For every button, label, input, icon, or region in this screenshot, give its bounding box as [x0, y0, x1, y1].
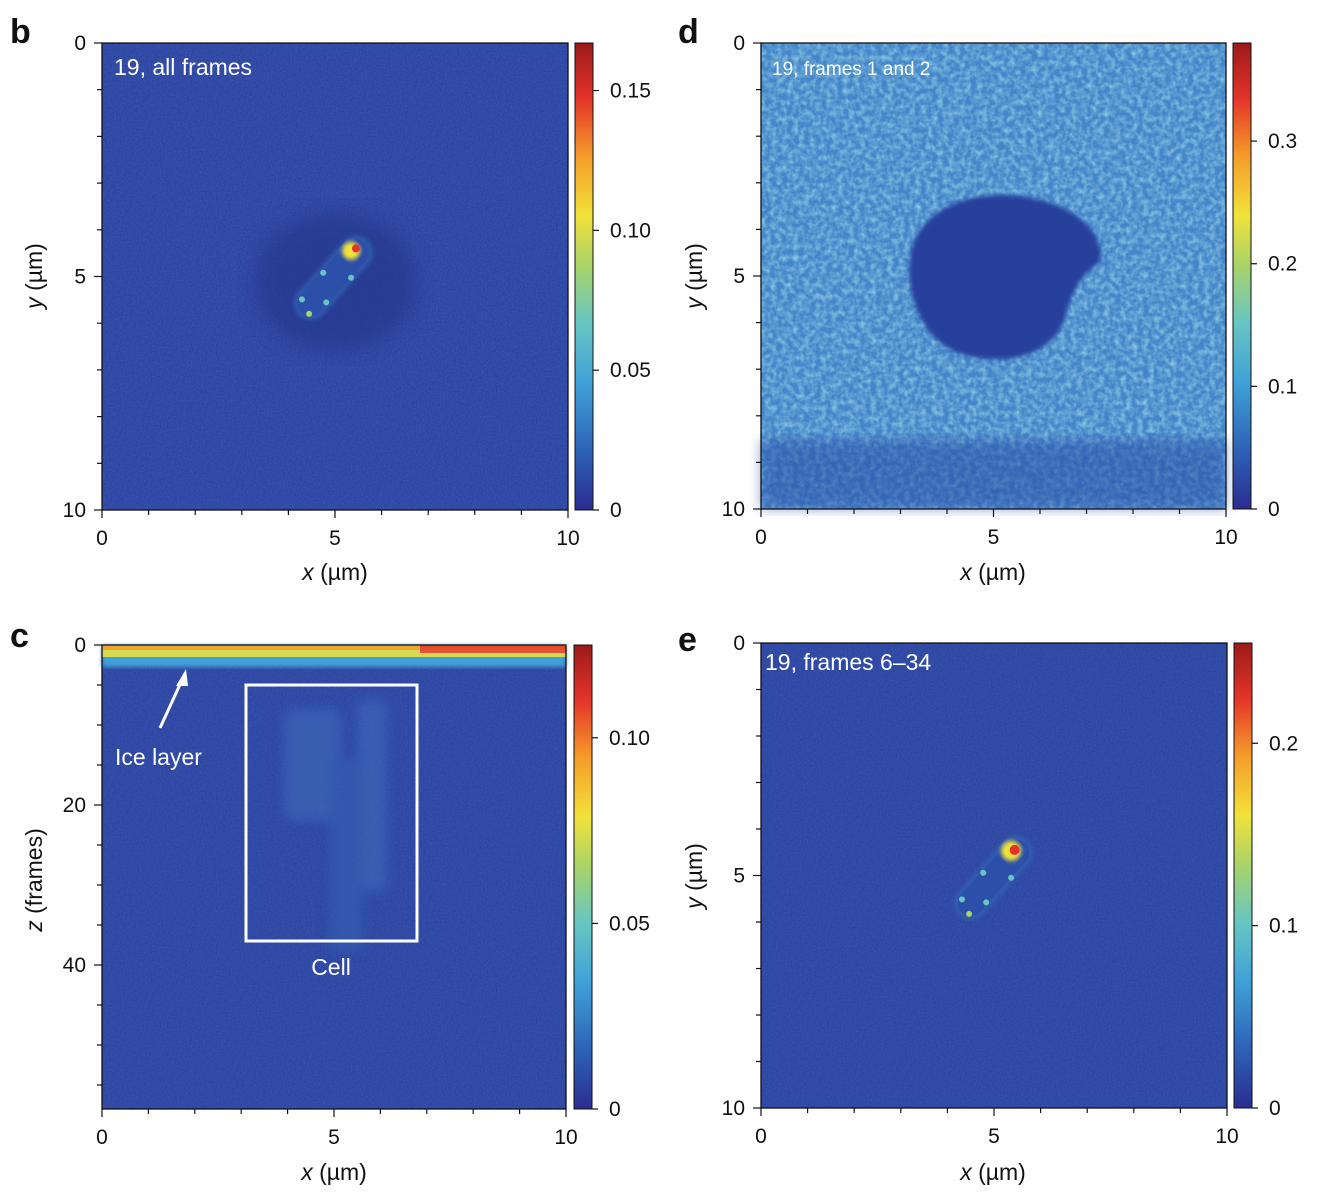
y-tick-label: 40 — [63, 954, 86, 977]
x-tick-label: 10 — [1215, 1125, 1238, 1148]
colorbar-tick-label: 0 — [1268, 498, 1280, 521]
panel-e-y-label: y (µm) — [681, 843, 707, 911]
panel-c-colorbar-ticks: 0 0.05 0.10 — [592, 727, 650, 1121]
panel-b-cell — [293, 235, 374, 321]
y-tick-label: 0 — [74, 32, 86, 55]
panel-b-overlay-label: 19, all frames — [114, 54, 252, 80]
panel-c-ice-arrow-head — [176, 669, 188, 686]
x-tick-label: 5 — [988, 526, 1000, 549]
panel-e-colorbar-ticks: 0 0.1 0.2 — [1252, 732, 1298, 1120]
panel-e-colorbar — [1233, 642, 1253, 1109]
x-tick-label: 0 — [96, 1126, 108, 1149]
colorbar-tick-label: 0 — [610, 499, 622, 522]
y-tick-label: 5 — [74, 266, 86, 289]
panel-b: b 19, all frames 0 5 10 0 5 10 0 0.05 0.10 0.15… — [10, 13, 651, 585]
panel-e-overlay-label: 19, frames 6–34 — [765, 649, 931, 675]
colorbar-tick-label: 0.05 — [609, 912, 650, 935]
panel-c-cell-box — [244, 683, 419, 943]
panel-e-cell — [953, 835, 1034, 921]
x-tick-label: 5 — [988, 1125, 1000, 1148]
y-tick-label: 10 — [63, 499, 86, 522]
colorbar-tick-label: 0.15 — [610, 80, 651, 103]
panel-c-letter: c — [10, 617, 29, 655]
panel-d-y-axis: 0 5 10 — [722, 32, 761, 521]
panel-c-y-label: z (frames) — [21, 828, 47, 933]
panel-c-cell-column — [285, 700, 386, 950]
colorbar-tick-label: 0.1 — [1269, 915, 1298, 938]
panel-e-letter: e — [678, 621, 697, 659]
panel-b-colorbar — [574, 42, 594, 511]
y-tick-label: 0 — [733, 632, 745, 655]
panel-d-colorbar-ticks: 0 0.1 0.2 0.3 — [1251, 130, 1297, 521]
panel-c-x-axis: 0 5 10 — [96, 1109, 578, 1149]
x-tick-label: 5 — [329, 527, 341, 550]
panel-e-x-label: x (µm) — [959, 1159, 1026, 1185]
y-tick-label: 5 — [733, 865, 745, 888]
y-tick-label: 0 — [733, 32, 745, 55]
panel-c-ice-arrow — [158, 677, 185, 729]
x-tick-label: 10 — [1214, 526, 1237, 549]
y-tick-label: 20 — [63, 794, 86, 817]
x-tick-label: 0 — [96, 527, 108, 550]
panel-d-y-label-text: y (µm) — [681, 243, 707, 311]
panel-e-y-axis: 0 5 10 — [722, 632, 761, 1120]
panel-d-x-axis: 0 5 10 — [755, 509, 1238, 549]
y-tick-label: 0 — [74, 634, 86, 657]
colorbar-tick-label: 0.2 — [1269, 732, 1298, 755]
colorbar-tick-label: 0 — [609, 1098, 621, 1121]
panel-d-overlay-label: 19, frames 1 and 2 — [772, 59, 930, 80]
x-tick-label: 10 — [556, 527, 579, 550]
panel-d-void — [909, 195, 1101, 360]
panel-b-colorbar-ticks: 0 0.05 0.10 0.15 — [593, 80, 651, 522]
x-tick-label: 5 — [328, 1126, 340, 1149]
panel-b-y-axis: 0 5 10 — [63, 32, 102, 522]
x-tick-label: 0 — [755, 1125, 767, 1148]
panel-b-x-label: x (µm) — [301, 559, 368, 585]
panel-b-y-label: y (µm) — [21, 243, 47, 311]
colorbar-tick-label: 0.1 — [1268, 375, 1297, 398]
panel-c-cell-label: Cell — [311, 954, 351, 980]
panel-d-colorbar — [1232, 42, 1252, 510]
colorbar-tick-label: 0.10 — [609, 727, 650, 750]
panel-c: c Ice layer Cell 0 5 10 0 20 40 0 0.05 0.10 x … — [10, 617, 650, 1185]
colorbar-tick-label: 0.3 — [1268, 130, 1297, 153]
panel-c-x-label: x (µm) — [300, 1159, 367, 1185]
panel-e-x-axis: 0 5 10 — [755, 1108, 1239, 1148]
panel-d-x-label: x (µm) — [959, 559, 1026, 585]
x-tick-label: 0 — [755, 526, 767, 549]
panel-b-letter: b — [10, 13, 31, 51]
panel-e: e 19, frames 6–34 0 5 10 0 5 10 0 0.1 0.2 x (µ… — [678, 621, 1298, 1185]
panel-c-y-axis: 0 20 40 — [63, 634, 102, 1086]
colorbar-tick-label: 0 — [1269, 1097, 1281, 1120]
panel-b-x-axis: 0 5 10 — [96, 510, 580, 550]
panel-d-letter: d — [678, 13, 699, 51]
y-tick-label: 5 — [733, 265, 745, 288]
colorbar-tick-label: 0.10 — [610, 219, 651, 242]
colorbar-tick-label: 0.2 — [1268, 253, 1297, 276]
panel-d: d 19, frames 1 and 2 0 5 10 0 5 10 0 0.1 0.2 0.… — [678, 13, 1297, 585]
panel-c-ice-layer — [102, 645, 566, 667]
panel-c-ice-label: Ice layer — [115, 744, 202, 770]
x-tick-label: 10 — [554, 1126, 577, 1149]
y-tick-label: 10 — [722, 498, 745, 521]
panel-c-colorbar — [573, 644, 593, 1110]
panel-d-bottom-band — [761, 440, 1226, 509]
y-tick-label: 10 — [722, 1097, 745, 1120]
colorbar-tick-label: 0.05 — [610, 359, 651, 382]
